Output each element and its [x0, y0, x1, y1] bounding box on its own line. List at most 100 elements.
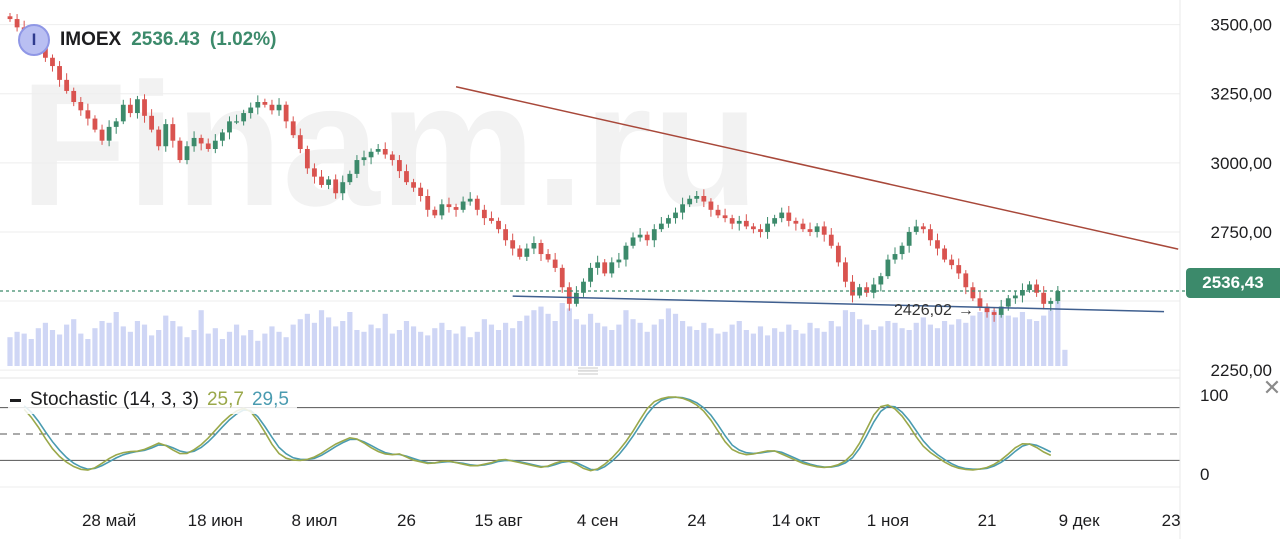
- volume-bar: [304, 313, 310, 366]
- candle-body: [99, 129, 105, 141]
- volume-bar: [772, 328, 778, 366]
- candle-body: [191, 137, 197, 147]
- volume-bar: [418, 331, 424, 366]
- candle-body: [743, 220, 749, 227]
- volume-bar: [1041, 315, 1047, 366]
- candle-body: [736, 220, 742, 224]
- volume-bar: [255, 340, 261, 366]
- ticker-badge[interactable]: I: [18, 24, 50, 56]
- volume-bar: [970, 315, 976, 366]
- volume-bar: [580, 324, 587, 366]
- candle-body: [559, 267, 565, 288]
- volume-bar: [495, 330, 502, 366]
- volume-bar: [1005, 315, 1011, 366]
- volume-bar: [998, 313, 1004, 366]
- candle-body: [708, 201, 714, 210]
- volume-bar: [1012, 317, 1018, 366]
- volume-bar: [694, 330, 700, 366]
- candle-body: [7, 16, 13, 20]
- volume-bar: [736, 321, 742, 366]
- volume-bar: [410, 326, 417, 366]
- volume-bar: [439, 322, 445, 366]
- volume-bar: [814, 328, 820, 366]
- volume-bar: [396, 330, 402, 366]
- candle-body: [120, 104, 126, 122]
- volume-bar: [779, 331, 785, 366]
- splitter-handle-icon[interactable]: [578, 367, 598, 375]
- candle-body: [453, 207, 459, 210]
- volume-bar: [595, 322, 601, 366]
- stoch-d-line: [23, 396, 1052, 471]
- candle-body: [673, 212, 678, 219]
- volume-bar: [899, 328, 905, 366]
- volume-bar: [14, 331, 20, 366]
- close-icon[interactable]: ✕: [1262, 375, 1280, 400]
- time-tick-label: 24: [687, 511, 706, 530]
- candle-body: [616, 259, 622, 263]
- candle-body: [722, 215, 728, 219]
- candle-body: [630, 237, 636, 246]
- candle-body: [687, 198, 693, 205]
- candle-body: [545, 254, 551, 260]
- volume-bar: [361, 331, 367, 366]
- candle-body: [644, 234, 650, 241]
- volume-bar: [481, 319, 487, 366]
- candle-body: [694, 196, 700, 199]
- candle-body: [312, 168, 317, 177]
- candle-body: [276, 104, 282, 111]
- stochastic-name: Stochastic (14, 3, 3): [30, 389, 199, 410]
- volume-bar: [807, 322, 813, 366]
- candle-body: [680, 204, 685, 213]
- volume-bar: [1034, 321, 1040, 366]
- volume-bar: [828, 321, 834, 366]
- candle-body: [701, 196, 707, 202]
- candle-body: [871, 284, 877, 293]
- candle-body: [609, 262, 615, 274]
- volume-bar: [233, 324, 240, 366]
- volume-bar: [764, 335, 771, 366]
- ticker-name: IMOEX: [60, 29, 122, 50]
- volume-bar: [658, 319, 664, 366]
- candle-body: [715, 209, 721, 216]
- candle-body: [319, 176, 324, 185]
- volume-bar: [715, 333, 721, 366]
- price-tick-label: 3500,00: [1211, 16, 1272, 35]
- candle-body: [758, 229, 763, 232]
- volume-bar: [149, 335, 155, 366]
- volume-bar: [545, 313, 551, 366]
- ticker-header: I IMOEX 2536.43 (1.02%): [18, 24, 276, 56]
- candle-body: [262, 102, 268, 105]
- candle-body: [127, 104, 133, 114]
- volume-bar: [311, 322, 318, 366]
- time-tick-label: 23: [1162, 511, 1181, 530]
- candle-body: [248, 107, 254, 114]
- collapse-icon[interactable]: [8, 393, 22, 407]
- trendlines: [455, 86, 1179, 313]
- volume-bar: [864, 324, 870, 366]
- volume-bar: [892, 322, 898, 366]
- candle-body: [984, 306, 990, 313]
- candle-body: [531, 243, 537, 249]
- volume-bar: [1062, 349, 1068, 366]
- volume-bar: [701, 322, 707, 366]
- candle-body: [14, 19, 20, 28]
- candle-body: [142, 99, 147, 116]
- candle-body: [411, 182, 416, 188]
- candle-body: [149, 115, 154, 130]
- candle-body: [517, 248, 523, 257]
- ticker-price: 2536.43: [131, 29, 200, 50]
- volume-bar: [92, 328, 98, 366]
- candle-body: [64, 79, 70, 91]
- volume-bar: [587, 313, 594, 366]
- volume-bar: [318, 310, 325, 366]
- candle-body: [1027, 284, 1032, 290]
- volume-bar: [743, 330, 749, 366]
- candle-body: [998, 306, 1004, 315]
- candle-body: [227, 121, 232, 133]
- candle-body: [85, 110, 91, 119]
- volume-bar: [276, 331, 282, 366]
- candle-body: [566, 287, 572, 304]
- volume-bar: [156, 330, 162, 366]
- candle-body: [481, 209, 487, 219]
